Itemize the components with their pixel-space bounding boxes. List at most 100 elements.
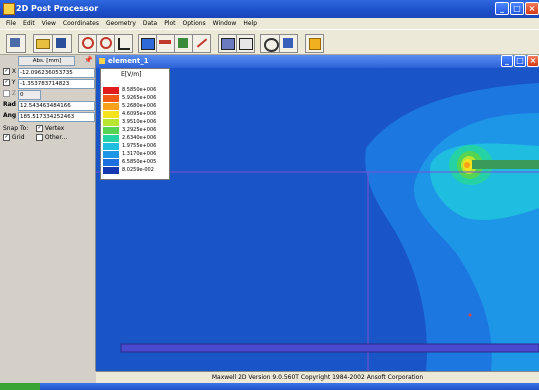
calculator-icon (283, 38, 293, 48)
plot-button[interactable] (218, 34, 237, 53)
printer-icon (10, 38, 20, 47)
ang-label: Ang (3, 112, 17, 119)
legend-value: 8.5850e+006 (122, 87, 157, 93)
draw-icon (196, 38, 208, 48)
units-selector[interactable]: Abs. [mm] (18, 56, 75, 66)
legend-value: 1.3170e+006 (122, 151, 157, 157)
pen-icon (178, 38, 188, 48)
legend-swatch (103, 159, 119, 166)
z-label: Z (11, 90, 17, 97)
vertex-label: Vertex (44, 125, 65, 132)
legend: E[V/m] 8.5850e+006 5.9265e+006 5.2680e+006… (100, 68, 170, 180)
calculator-button[interactable] (279, 34, 298, 53)
line-icon (159, 40, 171, 44)
x-row: ✓ X (3, 68, 16, 75)
legend-value: 1.9755e+006 (122, 143, 157, 149)
menu-coordinates[interactable]: Coordinates (62, 20, 99, 27)
vertex-checkbox[interactable]: ✓ (36, 125, 43, 132)
pen-button[interactable] (174, 34, 193, 53)
table-icon (239, 38, 253, 50)
status-text: Maxwell 2D Version 9.0.560T Copyright 19… (211, 374, 424, 381)
menu-edit[interactable]: Edit (23, 20, 35, 27)
legend-value: 6.5850e+005 (122, 159, 157, 165)
child-window-title-bar: element_1 _ □ × (96, 55, 539, 68)
zoom-out-button[interactable] (96, 34, 115, 53)
legend-swatch (103, 111, 119, 118)
grid-label: Grid (11, 134, 25, 141)
y-coordinate-field[interactable]: -1.353783714823 (18, 79, 95, 89)
legend-swatch (103, 103, 119, 110)
eye-icon (264, 38, 279, 52)
view-button[interactable] (260, 34, 280, 53)
legend-swatch (103, 119, 119, 126)
cursor-marker (468, 313, 472, 317)
fit-button[interactable] (114, 34, 133, 53)
close-button[interactable]: × (525, 2, 539, 15)
coordinate-panel: Abs. [mm] 📌 ✓ X -12.096236053735 ✓ Y -1.… (0, 55, 96, 371)
child-minimize-button[interactable]: _ (501, 55, 513, 67)
minimize-button[interactable]: _ (495, 2, 509, 15)
zoom-out-icon (100, 37, 112, 49)
other-option[interactable]: Other... (36, 134, 67, 141)
x-coordinate-field[interactable]: -12.096236053735 (18, 68, 95, 78)
x-label: X (11, 68, 17, 75)
folder-icon (36, 39, 50, 49)
help-icon (309, 38, 321, 50)
legend-swatch (103, 151, 119, 158)
other-label: Other... (44, 134, 68, 141)
legend-swatch (103, 143, 119, 150)
zoom-in-icon (82, 37, 94, 49)
save-button[interactable] (52, 34, 72, 53)
start-button[interactable] (0, 383, 40, 390)
table-button[interactable] (236, 34, 255, 53)
pin-icon[interactable]: 📌 (84, 56, 93, 64)
menu-geometry[interactable]: Geometry (105, 20, 136, 27)
z-checkbox[interactable] (3, 90, 10, 97)
menu-view[interactable]: View (41, 20, 56, 27)
status-bar: Maxwell 2D Version 9.0.560T Copyright 19… (96, 371, 539, 383)
grid-button[interactable] (138, 34, 157, 53)
other-checkbox[interactable] (36, 134, 43, 141)
menu-bar: File Edit View Coordinates Geometry Data… (0, 18, 539, 29)
vertex-option[interactable]: ✓ Vertex (36, 125, 64, 132)
legend-swatch (103, 87, 119, 94)
child-window-title: element_1 (108, 57, 149, 65)
x-checkbox[interactable]: ✓ (3, 68, 10, 75)
open-button[interactable] (33, 34, 53, 53)
child-close-button[interactable]: × (527, 55, 539, 67)
y-label: Y (11, 79, 16, 86)
grid-option[interactable]: ✓ Grid (3, 134, 25, 141)
child-restore-button[interactable]: □ (514, 55, 526, 67)
menu-help[interactable]: Help (243, 20, 258, 27)
help-button[interactable] (305, 34, 324, 53)
menu-options[interactable]: Options (182, 20, 206, 27)
legend-swatch (103, 135, 119, 142)
z-coordinate-field[interactable]: 0 (18, 90, 41, 100)
menu-plot[interactable]: Plot (164, 20, 176, 27)
ang-field[interactable]: 185.517334252463 (18, 112, 95, 122)
app-icon (3, 3, 15, 15)
zoom-in-button[interactable] (78, 34, 97, 53)
legend-value: 4.6095e+006 (122, 111, 157, 117)
disk-icon (56, 38, 66, 48)
grid-checkbox[interactable]: ✓ (3, 134, 10, 141)
snap-to-label: Snap To: (3, 125, 29, 132)
draw-button[interactable] (192, 34, 211, 53)
y-row: ✓ Y (3, 79, 16, 86)
y-checkbox[interactable]: ✓ (3, 79, 10, 86)
conductor-bar (472, 160, 539, 169)
legend-value: 8.0259e-002 (122, 167, 154, 173)
rad-field[interactable]: 12.543463484166 (18, 101, 95, 111)
menu-data[interactable]: Data (142, 20, 158, 27)
app-title: 2D Post Processor (16, 4, 99, 13)
contour-peak (464, 162, 470, 168)
print-button[interactable] (6, 34, 26, 53)
fit-icon (118, 38, 130, 50)
menu-file[interactable]: File (6, 20, 17, 27)
menu-window[interactable]: Window (212, 20, 237, 27)
plot-icon (221, 38, 235, 50)
legend-value: 2.6340e+006 (122, 135, 157, 141)
legend-value: 3.9510e+006 (122, 119, 157, 125)
maximize-button[interactable]: □ (510, 2, 524, 15)
line-button[interactable] (156, 34, 175, 53)
